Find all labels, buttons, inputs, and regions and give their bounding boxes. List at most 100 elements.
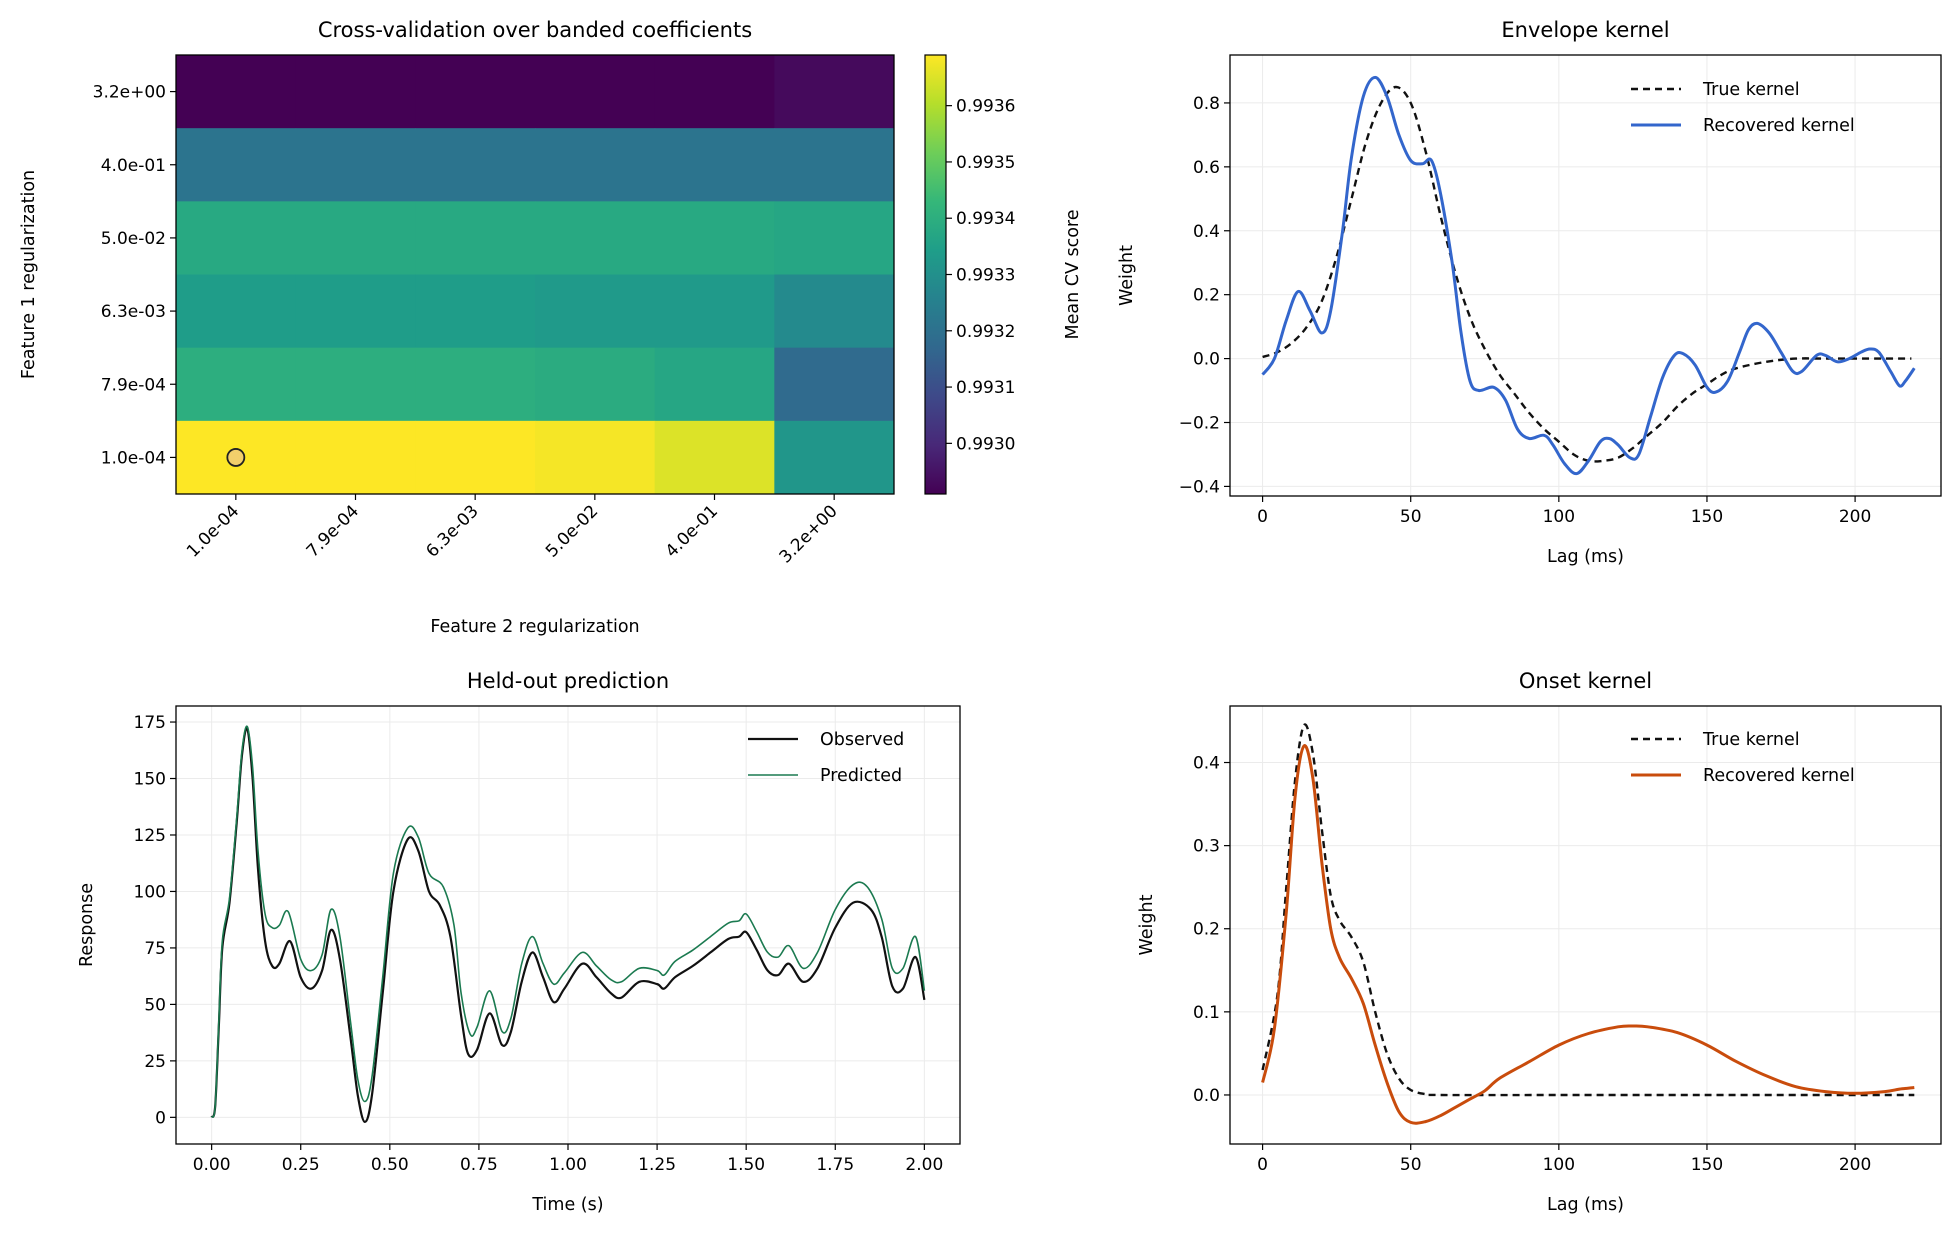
colorbar	[924, 54, 947, 495]
heatmap-cell	[295, 55, 416, 129]
heatmap-cell	[535, 201, 656, 275]
heatmap-cell	[415, 128, 536, 202]
series-line-true-kernel	[1262, 85, 1912, 463]
y-tick-label: 25	[144, 1052, 166, 1072]
heatmap-cell	[415, 274, 536, 349]
heatmap-cell	[654, 420, 775, 495]
x-tick-label: 100	[1543, 1155, 1575, 1175]
y-tick-label: 0.0	[1193, 350, 1220, 370]
x-axis-label: Time (s)	[531, 1195, 603, 1215]
heatmap-cell	[774, 128, 895, 202]
heatmap-cell	[295, 201, 416, 275]
heatmap-cell	[415, 201, 536, 275]
legend-label: Recovered kernel	[1703, 116, 1855, 136]
axes-frame	[1229, 705, 1942, 1145]
heatmap-cell	[176, 274, 297, 349]
y-tick-label: 0.2	[1193, 920, 1220, 940]
y-axis-label: Feature 1 regularization	[19, 170, 39, 379]
x-tick-label: 7.9e-04	[303, 501, 363, 561]
x-axis-label: Feature 2 regularization	[430, 617, 639, 637]
x-axis-label: Lag (ms)	[1547, 547, 1624, 567]
x-tick-label: 2.00	[905, 1155, 943, 1175]
series-group	[210, 725, 926, 1123]
x-tick-label: 1.50	[727, 1155, 765, 1175]
chart-title: Cross-validation over banded coefficient…	[318, 18, 752, 42]
x-tick-label: 200	[1839, 507, 1871, 527]
legend: Observed Predicted	[748, 730, 904, 786]
heatmap-cell	[535, 55, 656, 129]
y-tick-label: 1.0e-04	[101, 448, 166, 468]
heatmap-cell	[415, 55, 536, 129]
axes-frame	[175, 705, 961, 1145]
heatmap-cell	[176, 128, 297, 202]
heatmap-cell	[295, 128, 416, 202]
line-chart-panel: Held-out prediction 0.00 0.25 0.50 0.75 1.00 1…	[77, 669, 961, 1215]
series-line-observed	[210, 727, 926, 1123]
heatmap-cell	[654, 201, 775, 275]
line-chart-panel: Envelope kernel 0 50 100 150 200 −0.4 −0.2 0.0 0.…	[1117, 18, 1942, 567]
y-tick-label: 4.0e-01	[101, 156, 166, 176]
y-axis-label: Response	[77, 883, 97, 967]
heatmap-cell	[535, 420, 656, 495]
heatmap-cell	[774, 420, 895, 495]
x-tick-label: 100	[1543, 507, 1575, 527]
y-tick-label: 6.3e-03	[101, 302, 166, 322]
y-axis-label: Weight	[1117, 245, 1137, 306]
colorbar-tick-label: 0.9934	[956, 209, 1015, 229]
y-tick-label: 0.0	[1193, 1086, 1220, 1106]
heatmap-cell	[654, 128, 775, 202]
y-tick-label: 0.8	[1193, 94, 1220, 114]
legend-label: Recovered kernel	[1703, 766, 1855, 786]
x-tick-label: 1.0e-04	[183, 501, 243, 561]
colorbar-tick-label: 0.9933	[956, 266, 1015, 286]
series-line-recovered-kernel	[1261, 75, 1916, 476]
x-tick-label: 1.25	[638, 1155, 676, 1175]
heatmap-cell	[535, 274, 656, 349]
heatmap-panel: Cross-validation over banded coefficient…	[19, 18, 1083, 637]
legend: True kernel Recovered kernel	[1631, 80, 1855, 136]
y-tick-label: −0.2	[1179, 414, 1220, 434]
y-tick-label: 0.2	[1193, 286, 1220, 306]
best-score-marker	[226, 448, 246, 467]
heatmap-cell	[176, 347, 297, 422]
x-tick-label: 0.50	[371, 1155, 409, 1175]
x-tick-label: 0.25	[282, 1155, 320, 1175]
y-tick-label: 5.0e-02	[101, 229, 166, 249]
heatmap-cell	[415, 420, 536, 495]
colorbar-tick-label: 0.9936	[956, 97, 1015, 117]
x-tick-label: 0.75	[460, 1155, 498, 1175]
heatmap-cell	[295, 347, 416, 422]
x-tick-label: 200	[1839, 1155, 1871, 1175]
colorbar-tick-label: 0.9932	[956, 322, 1015, 342]
heatmap-cell	[295, 274, 416, 349]
chart-title: Onset kernel	[1519, 669, 1652, 693]
series-line-predicted	[210, 725, 926, 1118]
y-tick-label: −0.4	[1179, 477, 1220, 497]
y-tick-label: 7.9e-04	[101, 375, 166, 395]
heatmap-cell	[654, 347, 775, 422]
x-axis-label: Lag (ms)	[1547, 1195, 1624, 1215]
x-tick-label: 1.75	[816, 1155, 854, 1175]
colorbar-tick-label: 0.9935	[956, 153, 1015, 173]
x-tick-label: 3.2e+00	[776, 501, 842, 567]
x-tick-label: 0	[1257, 1155, 1268, 1175]
heatmap-cell	[654, 274, 775, 349]
y-tick-label: 0.3	[1193, 837, 1220, 857]
heatmap-cell	[176, 201, 297, 275]
y-tick-label: 50	[144, 995, 166, 1015]
legend-label: True kernel	[1702, 80, 1800, 100]
x-tick-label: 6.3e-03	[422, 501, 482, 561]
chart-title: Held-out prediction	[467, 669, 669, 693]
heatmap-cell	[535, 347, 656, 422]
x-tick-label: 50	[1400, 1155, 1422, 1175]
y-tick-label: 0.6	[1193, 158, 1220, 178]
heatmap-cell	[774, 347, 895, 422]
y-tick-label: 0.1	[1193, 1003, 1220, 1023]
heatmap-cell	[774, 201, 895, 275]
heatmap-cell	[774, 55, 895, 129]
line-chart-panel: Onset kernel 0 50 100 150 200 0.0 0.1 0.2 0.3 0.4 L…	[1137, 669, 1942, 1215]
chart-title: Envelope kernel	[1501, 18, 1669, 42]
y-tick-label: 175	[134, 713, 166, 733]
y-tick-label: 3.2e+00	[93, 83, 166, 103]
